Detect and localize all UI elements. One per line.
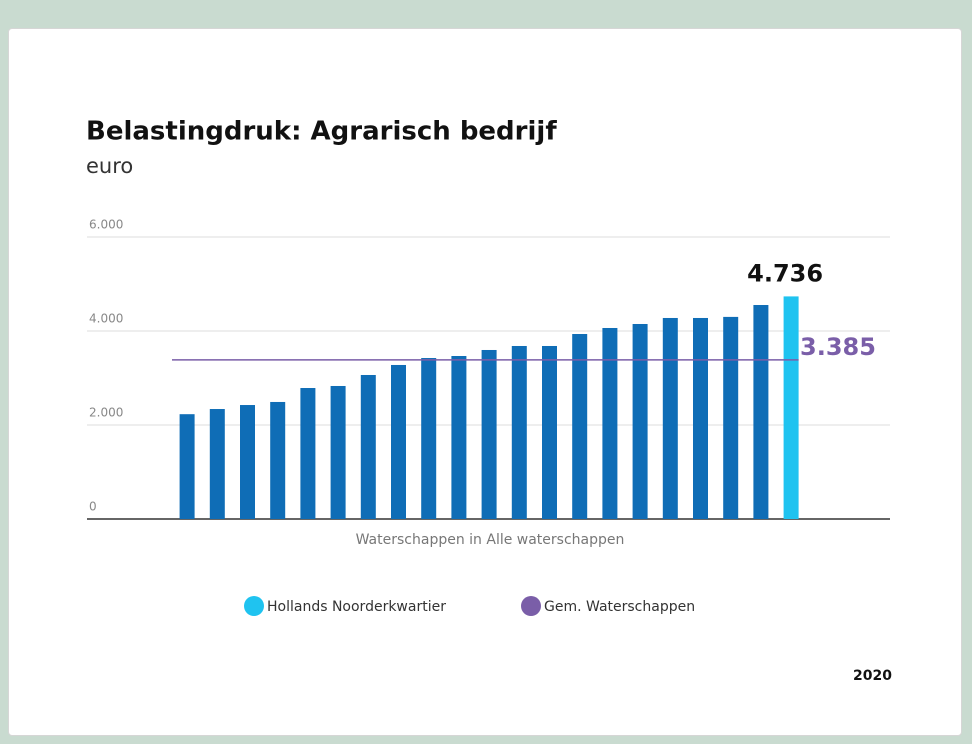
value-label: 4.736 xyxy=(747,259,823,287)
bar xyxy=(179,414,195,519)
bar xyxy=(602,327,618,519)
legend-label: Gem. Waterschappen xyxy=(544,599,695,615)
bar xyxy=(240,405,255,519)
bar xyxy=(632,323,648,519)
bar xyxy=(300,388,316,519)
chart-subtitle: euro xyxy=(86,154,133,178)
y-tick-label: 6.000 xyxy=(89,218,123,232)
bar xyxy=(330,385,346,519)
y-tick-label: 0 xyxy=(89,500,97,514)
bar xyxy=(572,334,588,519)
bar xyxy=(391,364,406,519)
bar xyxy=(662,317,678,519)
bar xyxy=(451,356,467,519)
bar xyxy=(753,305,769,519)
y-tick-label: 4.000 xyxy=(89,312,123,326)
bar xyxy=(511,345,527,519)
x-axis-label: Waterschappen in Alle waterschappen xyxy=(356,532,625,548)
bar xyxy=(723,316,739,519)
bar xyxy=(421,358,437,519)
bar xyxy=(209,409,225,519)
legend-marker xyxy=(521,596,541,616)
bar xyxy=(693,317,708,519)
bar xyxy=(481,349,497,519)
bar xyxy=(270,401,286,519)
bar xyxy=(783,296,799,519)
bar xyxy=(360,374,376,519)
year-label: 2020 xyxy=(853,668,892,684)
chart-title: Belastingdruk: Agrarisch bedrijf xyxy=(86,117,557,147)
legend-label: Hollands Noorderkwartier xyxy=(267,599,446,615)
legend-marker xyxy=(244,596,264,616)
y-tick-label: 2.000 xyxy=(89,406,123,420)
reference-label: 3.385 xyxy=(800,333,876,361)
bar xyxy=(542,345,557,519)
